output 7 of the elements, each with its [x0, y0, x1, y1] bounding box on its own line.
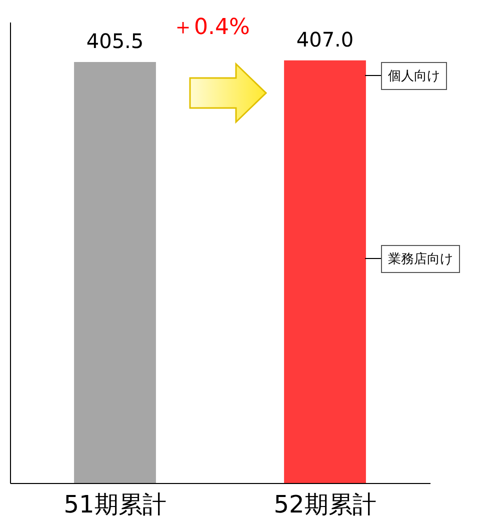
- data-label: 407.0: [296, 27, 354, 52]
- annotation: 業務店向け: [381, 245, 460, 273]
- x-tick-label: 51期累計: [64, 490, 166, 518]
- data-label: 405.5: [86, 28, 144, 53]
- annotation: ＋0.4%: [172, 14, 250, 42]
- annotation: 個人向け: [381, 62, 447, 90]
- x-tick-label: 52期累計: [274, 490, 376, 518]
